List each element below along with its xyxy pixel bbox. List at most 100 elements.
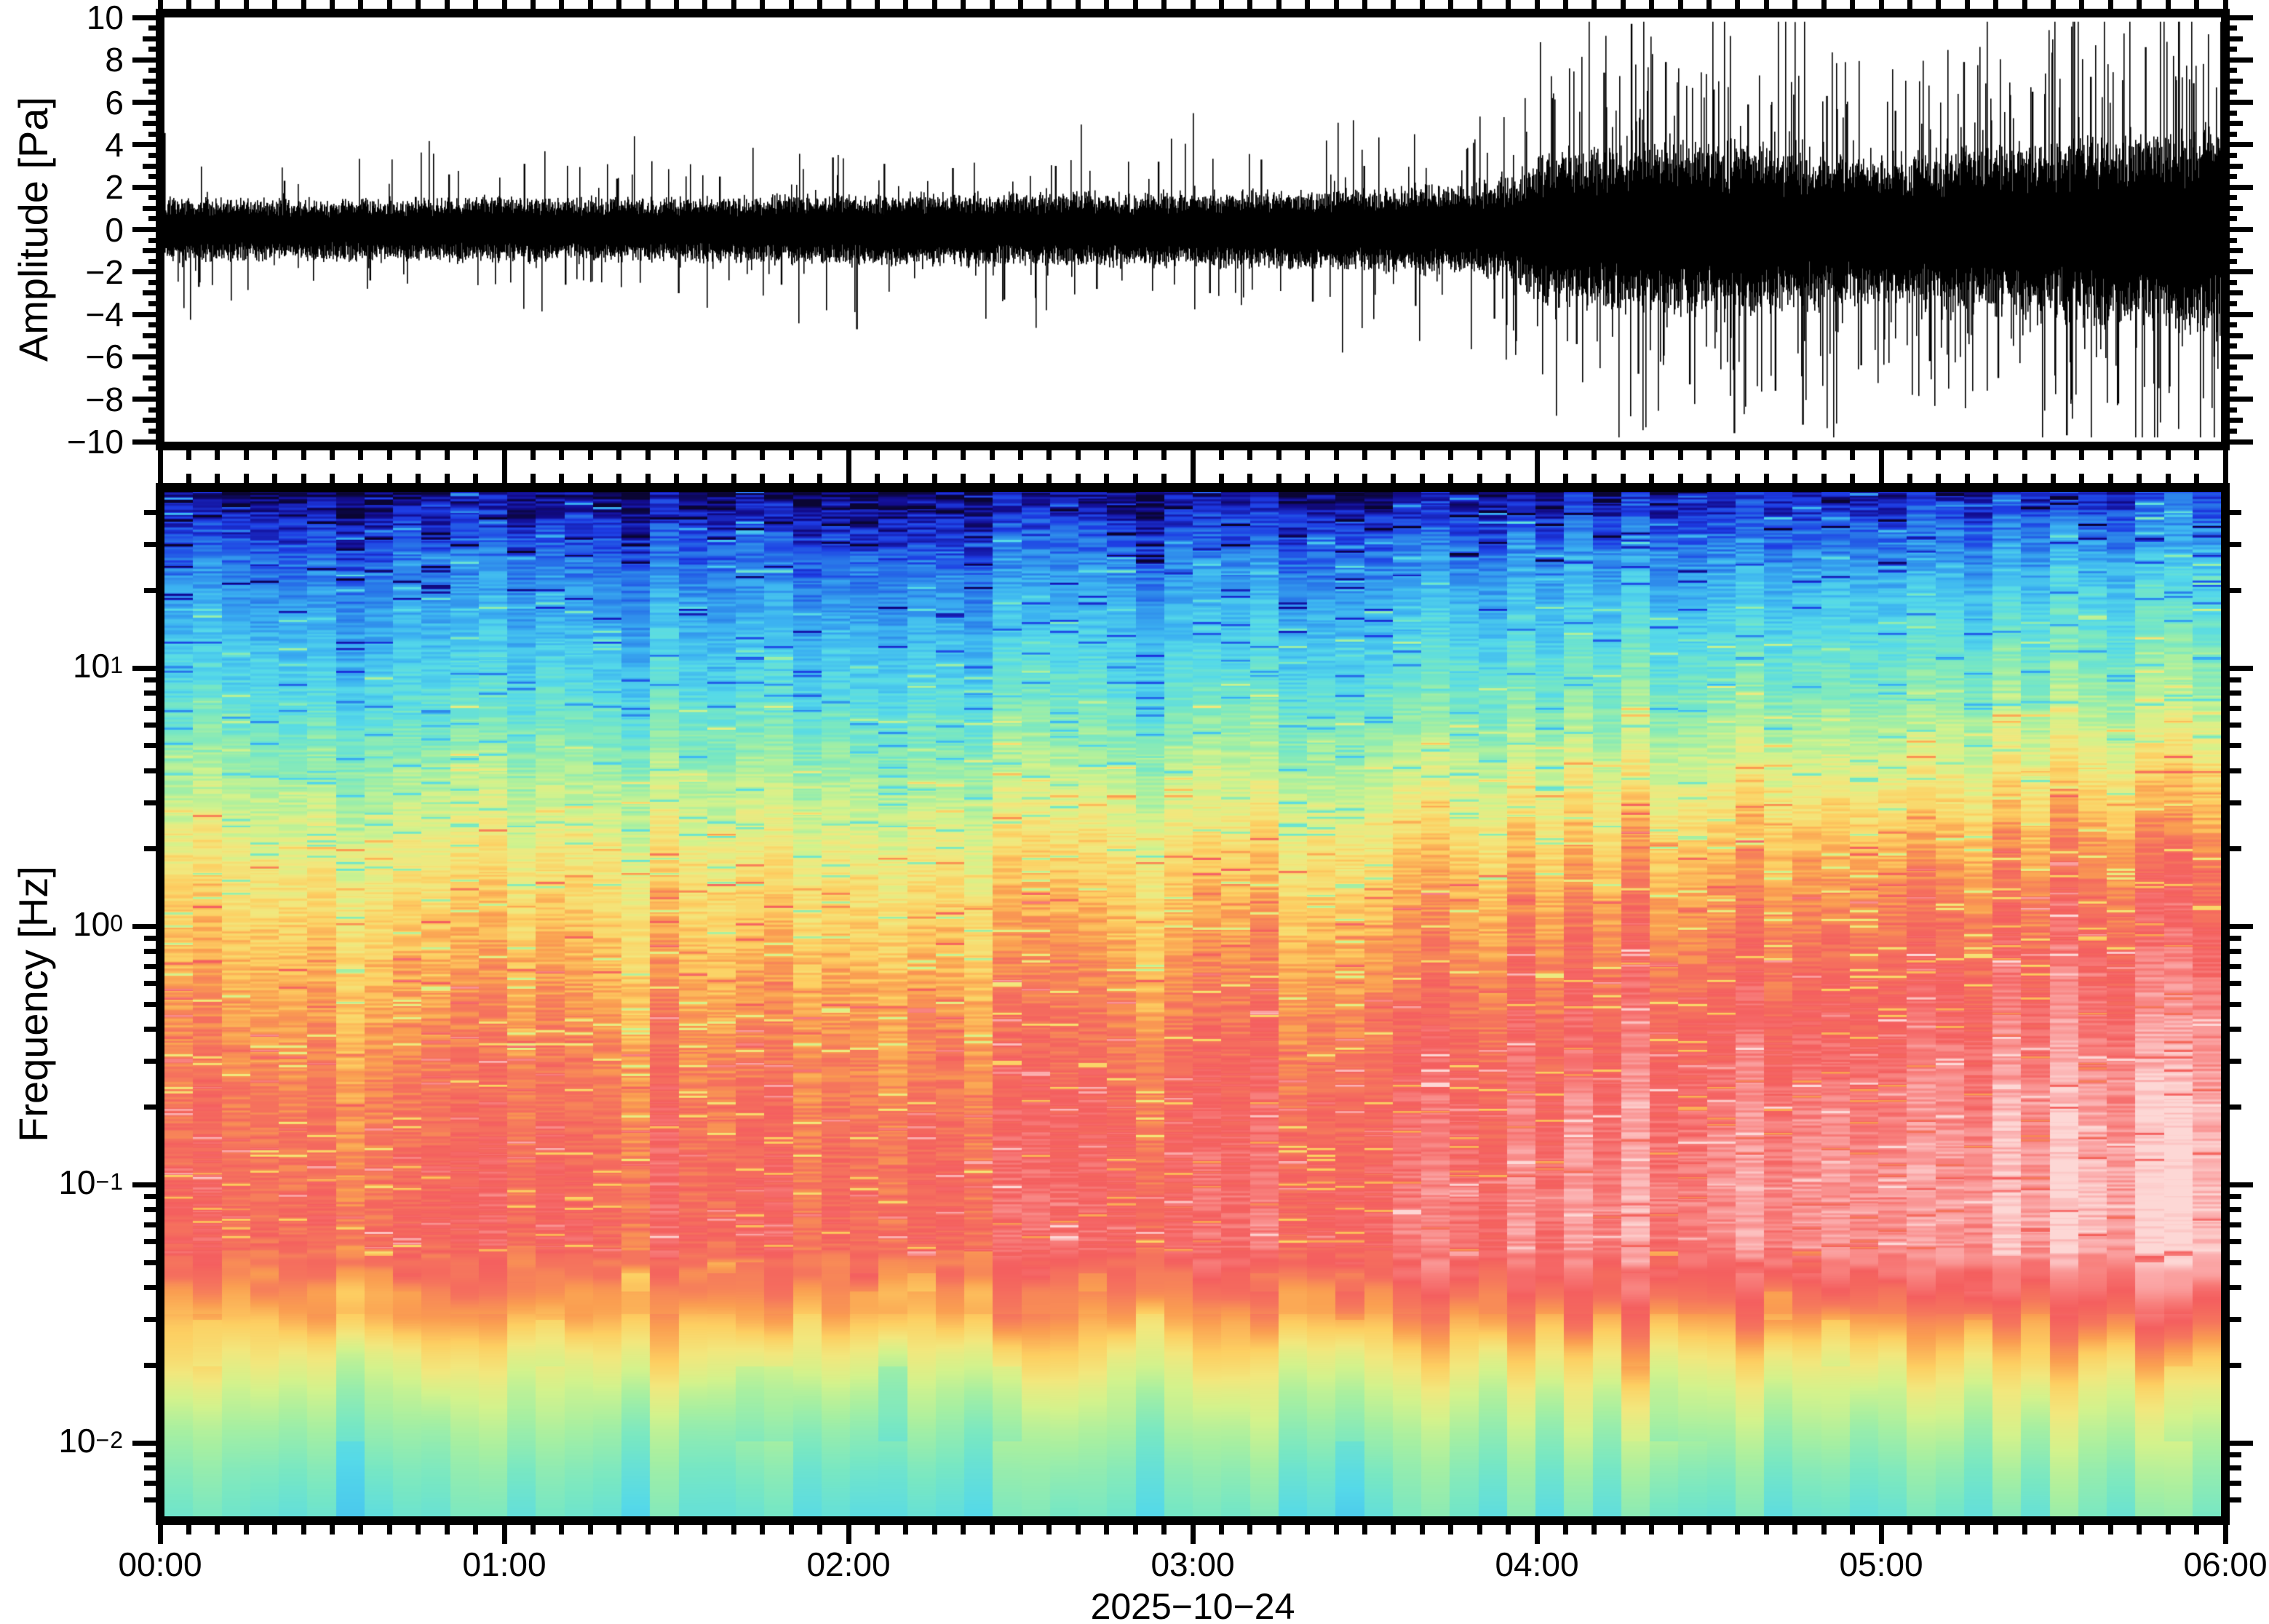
x-tick-top-waveform <box>1362 0 1367 9</box>
x-tick-top-spectrogram <box>1878 464 1884 483</box>
x-tick-bottom-spectrogram <box>1993 1525 1999 1535</box>
x-tick-bottom-spectrogram <box>473 1525 479 1535</box>
x-tick-top-waveform <box>1936 0 1942 9</box>
x-tick-bottom-spectrogram <box>1190 1525 1196 1544</box>
x-tick-top-waveform <box>2022 0 2027 9</box>
x-tick-bottom-spectrogram <box>416 1525 421 1535</box>
freq-tick-left <box>144 1104 156 1110</box>
x-tick-top-spectrogram <box>301 474 306 483</box>
x-tick-bottom-spectrogram <box>1276 1525 1281 1535</box>
x-tick-top-spectrogram <box>272 474 278 483</box>
x-tick-top-waveform <box>817 0 823 9</box>
freq-tick-left <box>144 587 156 593</box>
amp-tick-left <box>143 418 156 423</box>
amp-tick-left <box>148 428 156 434</box>
amp-tick-right <box>2230 142 2253 148</box>
x-tick-bottom-spectrogram <box>587 1525 593 1535</box>
x-tick-top-spectrogram <box>1333 474 1339 483</box>
x-tick-top-spectrogram <box>1104 474 1110 483</box>
x-tick-bottom-spectrogram <box>702 1525 708 1535</box>
amp-tick-left <box>148 68 156 73</box>
x-tick-top-waveform <box>1046 0 1052 9</box>
x-tick-top-waveform <box>1878 0 1884 9</box>
x-tick-top-waveform <box>1190 0 1196 9</box>
freq-tick-left <box>132 1182 156 1187</box>
amp-tick-left <box>132 311 156 317</box>
x-tick-top-spectrogram <box>587 474 593 483</box>
amp-tick-left <box>148 152 156 158</box>
x-tick-bottom-waveform <box>1046 450 1052 460</box>
freq-tick-left <box>144 1259 156 1265</box>
x-tick-top-waveform <box>501 0 507 9</box>
freq-tick-right <box>2230 723 2241 728</box>
amp-tick-right <box>2230 343 2237 349</box>
x-tick-bottom-waveform <box>358 450 364 460</box>
amp-tick-right <box>2230 258 2237 264</box>
x-tick-bottom-waveform <box>1276 450 1281 460</box>
freq-tick-label: 10−1 <box>58 1163 124 1202</box>
x-tick-bottom-spectrogram <box>1534 1525 1540 1544</box>
x-tick-label: 01:00 <box>462 1545 547 1583</box>
amp-tick-left <box>148 258 156 264</box>
amp-tick-right <box>2230 365 2237 370</box>
amp-tick-right <box>2230 397 2253 402</box>
x-tick-top-waveform <box>1506 0 1511 9</box>
x-tick-top-waveform <box>931 0 937 9</box>
freq-tick-right <box>2230 1259 2241 1265</box>
x-tick-bottom-spectrogram <box>2079 1525 2085 1535</box>
x-tick-bottom-waveform <box>760 450 766 460</box>
x-tick-top-waveform <box>157 0 163 9</box>
freq-tick-left <box>144 963 156 969</box>
x-tick-top-waveform <box>903 0 909 9</box>
x-tick-bottom-waveform <box>1907 450 1912 460</box>
freq-tick-right <box>2230 1452 2241 1457</box>
x-tick-bottom-waveform <box>186 450 191 460</box>
x-tick-bottom-waveform <box>1592 450 1597 460</box>
x-tick-top-waveform <box>1247 0 1253 9</box>
x-tick-bottom-waveform <box>2079 450 2085 460</box>
amp-tick-left <box>143 78 156 84</box>
x-tick-top-waveform <box>989 0 995 9</box>
x-tick-top-waveform <box>1562 0 1568 9</box>
amp-tick-right <box>2230 227 2253 232</box>
x-tick-top-waveform <box>2194 0 2200 9</box>
x-tick-bottom-spectrogram <box>1104 1525 1110 1535</box>
amp-tick-right <box>2230 290 2243 296</box>
amp-tick-right <box>2230 131 2237 137</box>
amp-tick-right <box>2230 333 2243 338</box>
amp-tick-label: 4 <box>105 125 124 164</box>
freq-tick-right <box>2230 542 2241 548</box>
x-tick-top-spectrogram <box>1046 474 1052 483</box>
x-tick-top-waveform <box>1649 0 1655 9</box>
x-tick-top-spectrogram <box>702 474 708 483</box>
freq-tick-left <box>144 1284 156 1290</box>
freq-tick-right <box>2230 1182 2253 1187</box>
x-tick-top-spectrogram <box>330 474 335 483</box>
amp-tick-left <box>143 121 156 127</box>
x-tick-bottom-waveform <box>1018 450 1023 460</box>
x-tick-top-waveform <box>645 0 651 9</box>
x-tick-top-spectrogram <box>1362 474 1367 483</box>
x-tick-bottom-spectrogram <box>1247 1525 1253 1535</box>
x-tick-top-waveform <box>1305 0 1311 9</box>
x-tick-top-spectrogram <box>2194 474 2200 483</box>
x-tick-bottom-waveform <box>846 450 851 469</box>
amp-tick-label: 2 <box>105 168 124 207</box>
x-tick-bottom-waveform <box>215 450 220 460</box>
amp-tick-left <box>148 343 156 349</box>
x-tick-top-spectrogram <box>1477 474 1482 483</box>
x-tick-top-waveform <box>386 0 392 9</box>
amp-tick-label: 0 <box>105 210 124 249</box>
x-tick-bottom-spectrogram <box>186 1525 191 1535</box>
x-tick-top-spectrogram <box>1276 474 1281 483</box>
amp-tick-label: 8 <box>105 41 124 79</box>
freq-tick-right <box>2230 1440 2253 1446</box>
x-tick-bottom-waveform <box>702 450 708 460</box>
amp-tick-right <box>2230 25 2237 31</box>
freq-tick-right <box>2230 665 2253 671</box>
x-tick-top-waveform <box>1333 0 1339 9</box>
x-tick-bottom-spectrogram <box>1362 1525 1367 1535</box>
x-tick-top-waveform <box>674 0 679 9</box>
amp-tick-left <box>148 25 156 31</box>
x-tick-bottom-spectrogram <box>1305 1525 1311 1535</box>
